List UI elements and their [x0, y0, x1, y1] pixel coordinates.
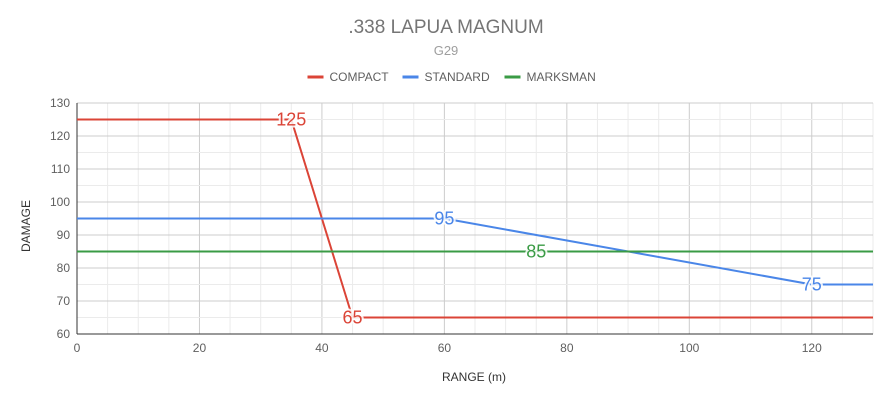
y-tick-label: 80: [57, 261, 71, 275]
y-tick-label: 120: [50, 129, 70, 143]
y-tick-label: 90: [57, 228, 71, 242]
data-label: 85: [526, 242, 546, 262]
data-label-halo: 75: [802, 275, 822, 295]
legend-label: STANDARD: [425, 70, 490, 84]
y-tick-label: 100: [50, 195, 70, 209]
data-label: 65: [343, 308, 363, 328]
x-axis-title: RANGE (m): [442, 370, 506, 384]
x-tick-label: 100: [679, 341, 699, 355]
data-label: 125: [276, 110, 306, 130]
y-tick-label: 70: [57, 294, 71, 308]
chart-subtitle: G29: [434, 43, 459, 58]
legend-label: MARKSMAN: [527, 70, 596, 84]
legend: COMPACT STANDARD MARKSMAN: [307, 70, 596, 84]
data-label-halo: 95: [434, 209, 454, 229]
y-tick-label: 60: [57, 327, 71, 341]
x-tick-label: 40: [315, 341, 329, 355]
legend-label: COMPACT: [330, 70, 390, 84]
x-tick-label: 20: [193, 341, 207, 355]
y-tick-label: 130: [50, 96, 70, 110]
x-tick-label: 60: [438, 341, 452, 355]
y-tick-label: 110: [51, 162, 70, 176]
data-label-halo: 65: [343, 308, 363, 328]
x-tick-label: 120: [802, 341, 822, 355]
y-axis-title: DAMAGE: [19, 200, 33, 252]
chart-title: .338 LAPUA MAGNUM: [348, 17, 543, 38]
x-tick-label: 0: [74, 341, 81, 355]
data-label: 95: [434, 209, 454, 229]
tick-labels: 0 20 40 60 80 100 120 60 70 80 90 100 110 120 130: [50, 96, 822, 355]
data-label-halo: 125: [276, 110, 306, 130]
series-lines: [77, 118, 873, 319]
x-tick-label: 80: [560, 341, 574, 355]
data-label-halo: 85: [526, 242, 546, 262]
data-label: 75: [802, 275, 822, 295]
